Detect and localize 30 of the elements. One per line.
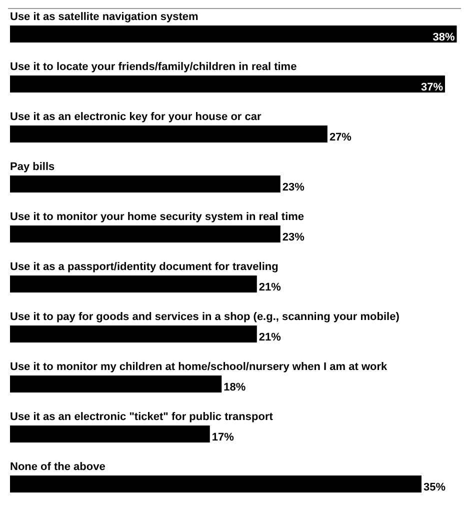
data-label: 35% (423, 482, 446, 494)
data-label: 38% (432, 32, 455, 44)
y-tick-label: Use it as an electronic key for your house or car (10, 111, 262, 124)
data-label: 18% (224, 382, 246, 394)
y-tick-label: Use it as satellite navigation system (10, 11, 199, 24)
data-label: 23% (282, 182, 305, 194)
y-tick-label: Use it as an electronic "ticket" for public transport (10, 411, 274, 424)
bar (10, 276, 257, 292)
y-tick-label: Use it as a passport/identity document for traveling (10, 261, 278, 274)
bar (10, 426, 210, 442)
bar (10, 326, 257, 342)
y-tick-label: Use it to monitor my children at home/school/nursery when I am at work (10, 361, 388, 374)
data-label: 17% (212, 432, 234, 444)
y-tick-label: None of the above (10, 461, 106, 474)
data-label: 23% (282, 232, 305, 244)
bar (10, 26, 457, 42)
bar (10, 476, 422, 492)
bar (10, 176, 280, 192)
y-tick-label: Use it to locate your friends/family/children in real time (10, 61, 297, 74)
bar (10, 126, 328, 142)
bar (10, 76, 446, 92)
y-tick-label: Use it to pay for goods and services in a shop (e.g., scanning your mobile) (10, 311, 400, 324)
data-label: 21% (258, 332, 282, 344)
data-label: 37% (420, 82, 444, 94)
data-label: 21% (258, 282, 282, 294)
y-tick-label: Pay bills (10, 161, 55, 174)
data-label: 27% (329, 132, 352, 144)
bar (10, 226, 280, 242)
y-tick-label: Use it to monitor your home security system in real time (10, 211, 304, 224)
bar (10, 376, 222, 392)
